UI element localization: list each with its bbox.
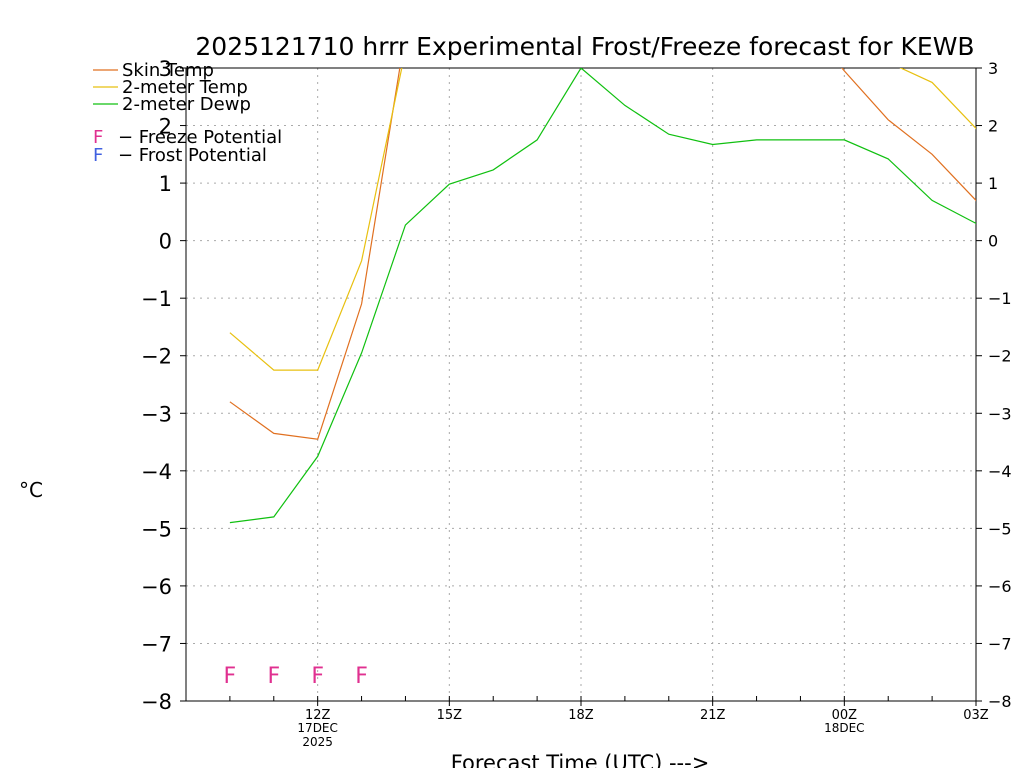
legend-potential-label: − Frost Potential <box>118 145 267 166</box>
right-axis: −8 −7 −6 −5 −4 −3 −2 −1 0 1 2 3 <box>976 59 1012 711</box>
legend-potential-letter: F <box>93 145 103 166</box>
x-tick-label: 21Z <box>700 708 726 723</box>
y-tick-label: −8 <box>141 690 172 714</box>
legend-potential-label: − Freeze Potential <box>118 127 282 148</box>
legend-label: Skin Temp <box>122 60 214 81</box>
y-tick-label: −3 <box>141 402 172 426</box>
y-tick-label-right: 3 <box>988 59 998 78</box>
y-tick-label: −1 <box>141 287 172 311</box>
y-tick-label: −5 <box>141 517 172 541</box>
y-tick-label-right: −4 <box>988 462 1012 481</box>
x-tick-sublabel: 18DEC <box>824 721 864 735</box>
y-tick-label: 1 <box>159 172 172 196</box>
y-tick-label: −6 <box>141 575 172 599</box>
x-tick-sublabel: 17DEC <box>297 721 337 735</box>
series-line-skin-temp <box>229 68 976 440</box>
freeze-marker: F <box>355 664 368 689</box>
y-tick-label: 2 <box>159 115 172 139</box>
y-tick-label: −2 <box>141 345 172 369</box>
freeze-marker: F <box>224 664 237 689</box>
freeze-marker: F <box>267 664 280 689</box>
x-axis-label: Forecast Time (UTC) ---> <box>451 751 710 768</box>
y-tick-label: −7 <box>141 632 172 656</box>
x-tick-label: 18Z <box>568 708 594 723</box>
y-tick-label: 0 <box>159 230 172 254</box>
y-tick-label-right: 0 <box>988 232 998 251</box>
y-axis-label: °C <box>19 478 43 502</box>
grid <box>186 68 977 701</box>
y-tick-label-right: 1 <box>988 174 998 193</box>
freeze-marker: F <box>311 664 324 689</box>
chart-title: 2025121710 hrrr Experimental Frost/Freez… <box>195 32 974 61</box>
x-tick-label: 15Z <box>437 708 463 723</box>
x-tick-label: 03Z <box>963 708 989 723</box>
legend-potential-letter: F <box>93 127 103 148</box>
x-tick-label: 00Z <box>832 708 858 723</box>
y-tick-label-right: −2 <box>988 347 1012 366</box>
x-tick-label: 12Z <box>305 708 331 723</box>
series-line-2-meter-temp <box>229 68 976 371</box>
y-tick-label-right: −5 <box>988 519 1012 538</box>
y-tick-label-right: 2 <box>988 117 998 136</box>
series-line-2-meter-dewp <box>229 68 976 524</box>
y-tick-label-right: −3 <box>988 404 1012 423</box>
left-axis: −8 −7 −6 −5 −4 −3 −2 −1 0 1 2 3 <box>141 57 186 714</box>
y-tick-label-right: −8 <box>988 692 1012 711</box>
series-lines <box>229 68 976 524</box>
x-tick-sublabel: 2025 <box>302 735 333 749</box>
y-tick-label: −4 <box>141 460 172 484</box>
y-tick-label-right: −1 <box>988 289 1012 308</box>
y-tick-label-right: −7 <box>988 634 1012 653</box>
y-tick-label: 3 <box>159 57 172 81</box>
y-tick-label-right: −6 <box>988 577 1012 596</box>
legend-label: 2-meter Dewp <box>122 94 251 115</box>
legend-label: 2-meter Temp <box>122 77 248 98</box>
